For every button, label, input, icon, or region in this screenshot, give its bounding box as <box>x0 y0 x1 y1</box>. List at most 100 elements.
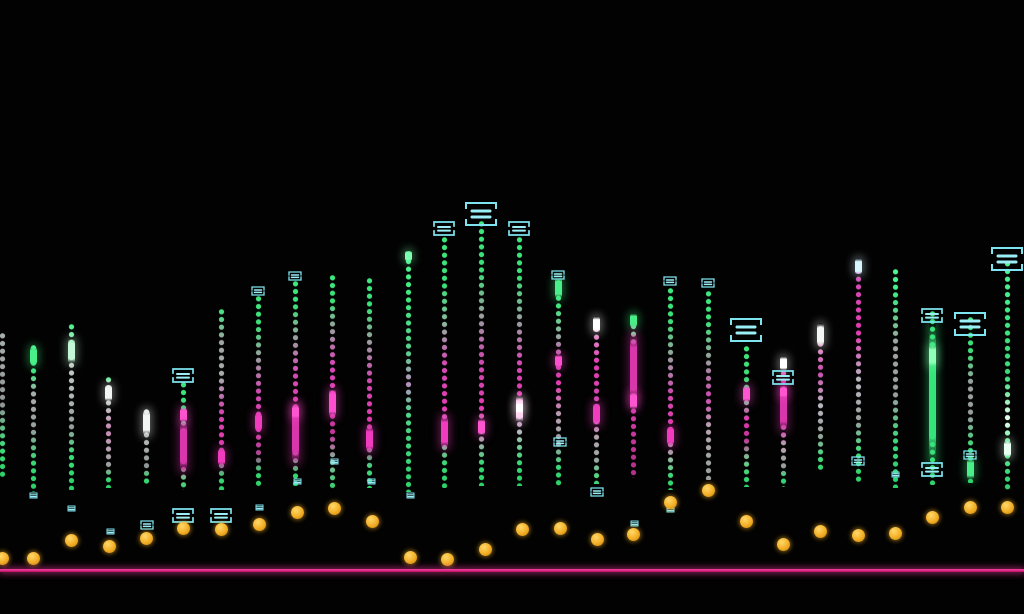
bounce-ball <box>365 514 379 528</box>
tick-bracket-icon <box>140 520 154 530</box>
bounce-ball <box>776 537 790 551</box>
peak-bracket-icon <box>172 368 194 383</box>
bounce-ball <box>701 483 715 497</box>
peak-bracket-icon <box>701 278 715 288</box>
bounce-ball <box>663 495 677 509</box>
column-glow <box>629 332 637 404</box>
spectrum-column <box>704 290 712 480</box>
tick-bracket-icon <box>210 508 232 523</box>
bounce-ball <box>963 500 977 514</box>
peak-bracket-icon <box>954 312 986 336</box>
bounce-ball <box>327 501 341 515</box>
column-glow <box>928 322 936 467</box>
tick-bracket-icon <box>106 528 115 535</box>
column-glow <box>629 392 637 410</box>
spectrum-column <box>592 318 600 484</box>
tick-bracket-icon <box>921 462 943 477</box>
column-glow <box>515 402 523 414</box>
column-glow <box>254 412 262 432</box>
bounce-ball <box>515 522 529 536</box>
column-glow <box>1003 440 1011 458</box>
peak-bracket-icon <box>730 318 762 342</box>
peak-bracket-icon <box>551 270 565 280</box>
peak-bracket-icon <box>663 276 677 286</box>
tick-bracket-icon <box>330 458 339 465</box>
spectrum-column <box>477 220 485 486</box>
spectrum-column <box>217 308 225 490</box>
spectrum-column <box>67 323 75 490</box>
peak-bracket-icon <box>508 221 530 236</box>
tick-bracket-icon <box>630 520 639 527</box>
peak-bracket-icon <box>772 370 794 385</box>
column-glow <box>328 388 336 418</box>
peak-bracket-icon <box>251 286 265 296</box>
tick-bracket-icon <box>255 504 264 511</box>
bounce-ball <box>590 532 604 546</box>
tick-bracket-icon <box>851 456 865 466</box>
column-glow <box>291 400 299 464</box>
bounce-ball <box>26 551 40 565</box>
column-glow <box>440 415 448 449</box>
spectrum-column <box>404 250 412 492</box>
tick-bracket-icon <box>963 450 977 460</box>
spectrum-column <box>966 316 974 483</box>
bounce-ball <box>214 522 228 536</box>
spectrum-column <box>142 408 150 486</box>
tick-bracket-icon <box>172 508 194 523</box>
column-glow <box>29 346 37 366</box>
column-glow <box>365 426 373 452</box>
column-glow <box>179 407 187 423</box>
spectrum-column <box>365 277 373 488</box>
bounce-ball <box>813 524 827 538</box>
bounce-ball <box>888 526 902 540</box>
spectrum-column <box>554 279 562 487</box>
column-glow <box>666 426 674 446</box>
bounce-ball <box>739 514 753 528</box>
spectrum-column <box>742 345 750 487</box>
spectrum-column <box>515 236 523 486</box>
peak-bracket-icon <box>433 221 455 236</box>
baseline <box>0 569 1024 572</box>
peak-bracket-icon <box>288 271 302 281</box>
column-glow <box>629 313 637 328</box>
tick-bracket-icon <box>590 487 604 497</box>
column-glow <box>779 356 787 371</box>
column-glow <box>404 250 412 262</box>
bounce-ball <box>403 550 417 564</box>
column-glow <box>928 345 936 367</box>
bounce-ball <box>925 510 939 524</box>
column-glow <box>966 458 974 480</box>
bounce-ball <box>252 517 266 531</box>
bounce-ball <box>0 551 9 565</box>
bounce-ball <box>478 542 492 556</box>
column-glow <box>291 405 299 419</box>
column-glow <box>554 354 562 368</box>
column-glow <box>592 402 600 426</box>
bounce-ball <box>851 528 865 542</box>
bounce-ball <box>139 531 153 545</box>
peak-bracket-icon <box>921 308 943 323</box>
tick-bracket-icon <box>29 492 38 499</box>
peak-bracket-icon <box>991 247 1023 271</box>
column-glow <box>217 448 225 466</box>
tick-bracket-icon <box>891 471 900 478</box>
bounce-ball <box>64 533 78 547</box>
column-glow <box>779 386 787 398</box>
column-glow <box>854 258 862 275</box>
bounce-ball <box>176 521 190 535</box>
spectrum-column <box>891 268 899 488</box>
spectrum-column <box>0 332 6 478</box>
column-glow <box>742 385 750 403</box>
spectrum-column <box>328 274 336 490</box>
tick-bracket-icon <box>67 505 76 512</box>
spectrum-column <box>854 260 862 483</box>
bounce-ball <box>102 539 116 553</box>
tick-bracket-icon <box>406 492 415 499</box>
column-glow <box>179 420 187 472</box>
column-glow <box>816 323 824 347</box>
spectrum-column <box>29 344 37 492</box>
spectrum-column <box>291 280 299 486</box>
tick-bracket-icon <box>367 478 376 485</box>
spectrum-column <box>440 236 448 488</box>
spectrum-column <box>1003 260 1011 490</box>
